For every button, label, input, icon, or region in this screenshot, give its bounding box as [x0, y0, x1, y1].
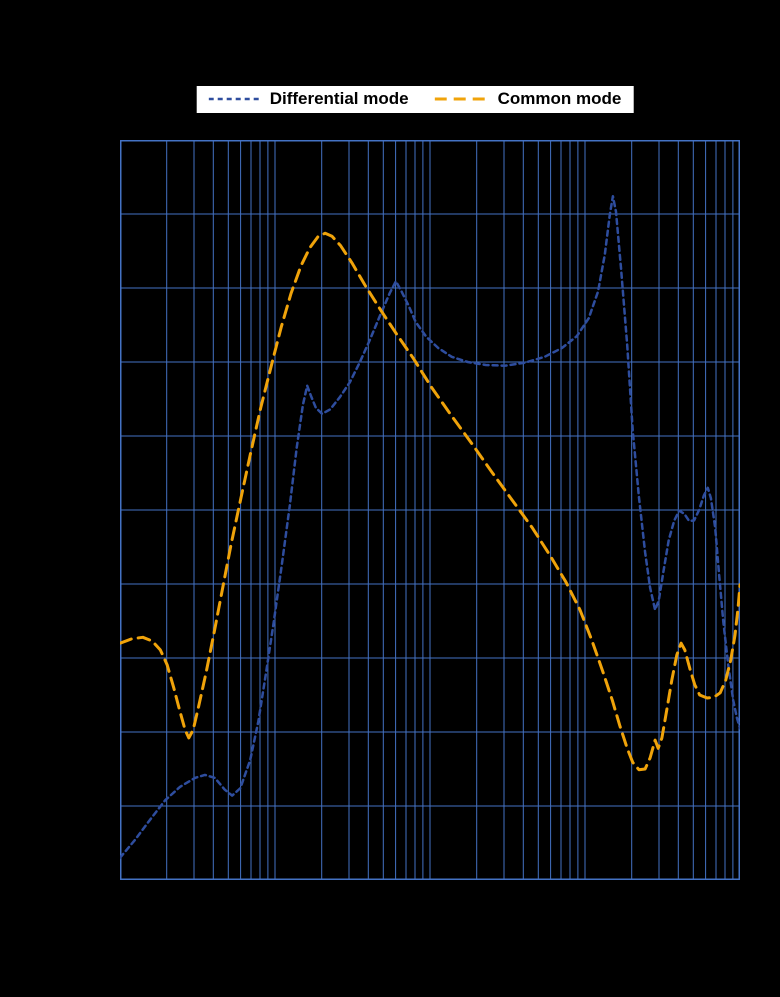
legend-item-differential: Differential mode [208, 89, 409, 109]
grid-lines [120, 140, 740, 880]
legend-swatch-1 [434, 97, 491, 101]
chart-plot-area [120, 140, 740, 880]
legend-label-differential: Differential mode [269, 89, 409, 108]
legend-swatch-0 [208, 98, 263, 101]
series-lines [120, 194, 740, 860]
legend-item-common: Common mode [434, 89, 622, 109]
chart-svg [120, 140, 740, 880]
plot-border [120, 140, 740, 880]
legend-label-common: Common mode [497, 89, 622, 108]
chart-legend: Differential mode Common mode [196, 86, 634, 113]
